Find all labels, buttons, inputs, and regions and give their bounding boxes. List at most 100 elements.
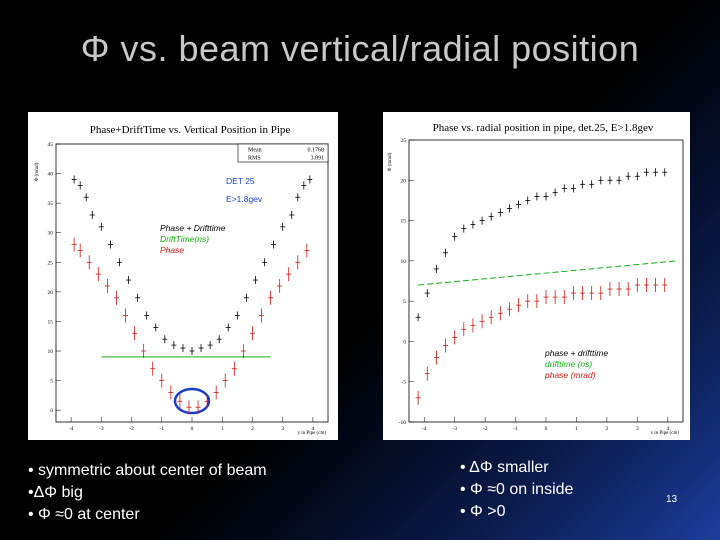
right-point-phase-mrad [525,294,531,309]
left-point-phase [195,400,201,415]
right-point-phase-mrad [662,278,668,293]
right-point-phase-mrad [516,298,522,313]
right-point-phase-mrad [470,318,476,333]
left-plot-svg: Phase+DriftTime vs. Vertical Position in… [35,124,329,436]
left-point-phase [141,344,147,359]
left-bullet-list: • symmetric about center of beam •ΔΦ big… [28,460,267,526]
right-point-phase-drifttime [552,188,558,197]
right-point-phase-mrad [424,366,430,381]
left-point-phase-drifttime [207,341,213,350]
left-point-phase [104,278,110,293]
left-point-phase [77,243,83,258]
left-point-phase [95,267,101,282]
right-y-tick-label: 20 [401,178,407,184]
left-point-phase-drifttime [301,181,307,190]
right-legend-1: drifttime (ns) [545,359,592,369]
left-point-phase [204,394,210,409]
left-x-tick-label: 2 [251,426,254,432]
left-point-phase-drifttime [89,210,95,219]
right-point-phase-drifttime [470,220,476,229]
left-x-tick-label: -2 [129,426,134,432]
left-plot-panel: Phase+DriftTime vs. Vertical Position in… [28,112,338,440]
stat-mean-value: 0.1768 [308,148,325,154]
left-point-phase-drifttime [83,193,89,202]
left-y-tick-label: 40 [48,172,54,178]
right-point-phase-mrad [561,290,567,305]
right-point-phase-mrad [443,338,449,353]
left-point-phase [132,326,138,341]
right-point-phase-mrad [598,286,604,301]
left-point-phase-drifttime [135,293,141,302]
right-point-phase-drifttime [516,200,522,209]
left-y-tick-label: 45 [48,142,54,148]
right-point-phase-drifttime [653,168,659,177]
left-point-phase [159,373,165,388]
right-bullet-item: • Φ ≈0 on inside [460,481,574,498]
left-x-tick-label: -4 [69,426,74,432]
right-x-tick-label: 3 [636,426,639,432]
right-point-phase-drifttime [424,289,430,298]
right-point-phase-mrad [461,322,467,337]
right-bullet-item: • ΔΦ smaller [460,459,549,476]
left-point-phase-drifttime [171,341,177,350]
right-point-phase-drifttime [662,168,668,177]
right-point-phase-mrad [534,294,540,309]
left-point-phase-drifttime [262,258,268,267]
right-point-phase-drifttime [643,168,649,177]
left-point-phase-drifttime [153,323,159,332]
right-point-phase-mrad [488,310,494,325]
right-x-tick-label: -4 [422,426,427,432]
left-point-phase [259,308,265,323]
left-y-tick-label: 30 [48,231,54,237]
left-point-phase-drifttime [71,175,77,184]
right-point-phase-mrad [607,282,613,297]
left-point-phase [249,326,255,341]
left-point-phase [71,237,77,252]
right-legend-2: phase (mrad) [544,370,596,380]
right-point-phase-drifttime [452,232,458,241]
right-point-phase-drifttime [570,184,576,193]
slide-title: Φ vs. beam vertical/radial position [80,28,640,69]
right-point-phase-drifttime [497,208,503,217]
right-point-phase-mrad [570,286,576,301]
right-y-tick-label: -10 [399,420,407,426]
left-point-phase [222,373,228,388]
right-point-phase-mrad [452,330,458,345]
left-point-phase [113,290,119,305]
left-x-tick-label: -3 [99,426,104,432]
left-bullet-item: •ΔΦ big [28,484,83,501]
right-plot-svg: Phase vs. radial position in pipe, det.2… [388,122,684,436]
right-point-phase-drifttime [634,172,640,181]
right-y-tick-label: 15 [401,219,407,225]
right-x-tick-label: 2 [606,426,609,432]
right-point-phase-mrad [433,350,439,365]
left-legend-2: Phase [160,245,184,255]
stat-rms-label: RMS [248,156,261,162]
right-point-phase-mrad [479,314,485,329]
left-point-phase-drifttime [225,323,231,332]
right-point-phase-mrad [415,390,421,405]
left-point-phase-drifttime [280,222,286,231]
right-bullet-item: • Φ >0 [460,503,506,520]
left-point-phase [150,361,156,376]
energy-annotation: E>1.8gev [226,194,263,204]
right-y-tick-label: 10 [401,259,407,265]
left-point-phase [304,243,310,258]
left-point-phase [186,400,192,415]
left-y-tick-label: 35 [48,201,54,207]
left-stats-box [237,143,329,163]
det-annotation: DET 25 [226,176,255,186]
left-x-tick-label: 1 [221,426,224,432]
left-y-tick-label: 0 [50,408,53,414]
right-point-phase-drifttime [479,216,485,225]
right-y-tick-label: 25 [401,138,407,144]
right-point-phase-drifttime [488,212,494,221]
right-point-phase-mrad [653,278,659,293]
left-point-phase-drifttime [307,175,313,184]
left-point-phase [286,267,292,282]
right-x-tick-label: 1 [575,426,578,432]
left-point-phase-drifttime [271,240,277,249]
left-point-phase-drifttime [180,344,186,353]
right-point-phase-drifttime [607,176,613,185]
left-bullet-item: • Φ ≈0 at center [28,506,140,523]
